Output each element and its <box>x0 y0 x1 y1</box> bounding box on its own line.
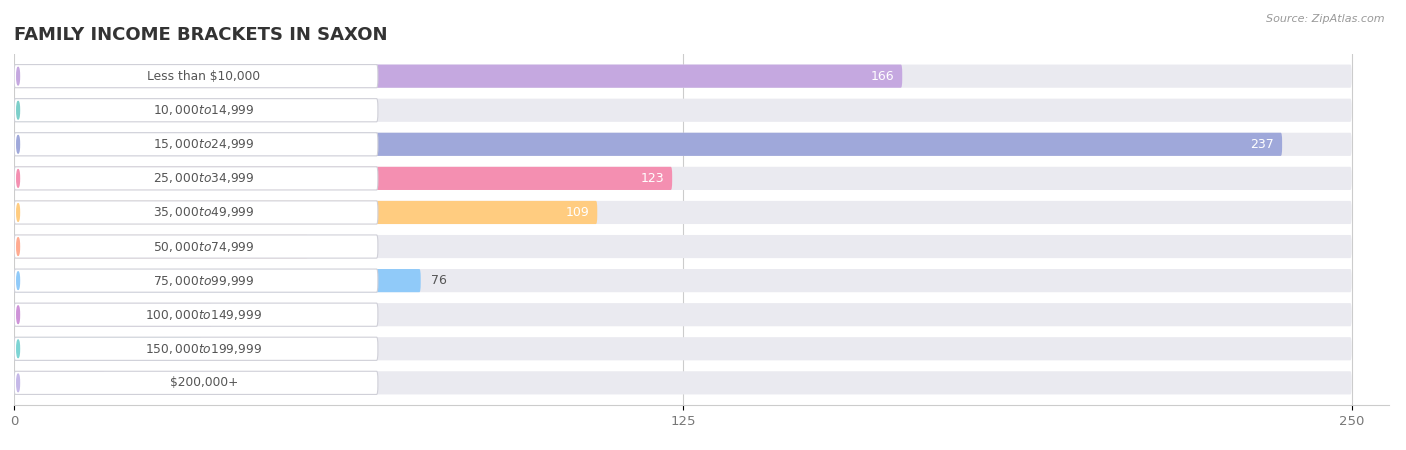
FancyBboxPatch shape <box>14 371 1351 395</box>
FancyBboxPatch shape <box>14 269 1351 292</box>
FancyBboxPatch shape <box>14 167 672 190</box>
Text: $200,000+: $200,000+ <box>170 376 238 389</box>
FancyBboxPatch shape <box>14 201 378 224</box>
Circle shape <box>17 306 20 324</box>
Circle shape <box>17 135 20 153</box>
Text: $15,000 to $24,999: $15,000 to $24,999 <box>153 137 254 151</box>
FancyBboxPatch shape <box>14 133 1351 156</box>
Text: $100,000 to $149,999: $100,000 to $149,999 <box>145 308 263 322</box>
Text: $10,000 to $14,999: $10,000 to $14,999 <box>153 103 254 117</box>
FancyBboxPatch shape <box>14 235 378 258</box>
Text: 76: 76 <box>432 274 447 287</box>
FancyBboxPatch shape <box>14 133 378 156</box>
FancyBboxPatch shape <box>14 303 1351 326</box>
FancyBboxPatch shape <box>14 99 73 122</box>
FancyBboxPatch shape <box>14 133 1282 156</box>
Text: $75,000 to $99,999: $75,000 to $99,999 <box>153 274 254 288</box>
Text: 35: 35 <box>212 342 228 355</box>
Text: 109: 109 <box>565 206 589 219</box>
Circle shape <box>17 68 20 85</box>
FancyBboxPatch shape <box>14 99 378 122</box>
FancyBboxPatch shape <box>14 371 105 395</box>
FancyBboxPatch shape <box>14 371 378 395</box>
Text: 11: 11 <box>83 104 100 117</box>
Circle shape <box>17 170 20 187</box>
Text: FAMILY INCOME BRACKETS IN SAXON: FAMILY INCOME BRACKETS IN SAXON <box>14 26 388 44</box>
FancyBboxPatch shape <box>14 269 420 292</box>
FancyBboxPatch shape <box>14 64 1351 88</box>
Circle shape <box>17 101 20 119</box>
Text: 166: 166 <box>870 70 894 83</box>
FancyBboxPatch shape <box>14 167 378 190</box>
Text: Less than $10,000: Less than $10,000 <box>148 70 260 83</box>
FancyBboxPatch shape <box>14 337 378 360</box>
FancyBboxPatch shape <box>14 201 598 224</box>
FancyBboxPatch shape <box>14 167 1351 190</box>
Circle shape <box>17 272 20 289</box>
FancyBboxPatch shape <box>14 303 378 326</box>
FancyBboxPatch shape <box>14 337 201 360</box>
Text: Source: ZipAtlas.com: Source: ZipAtlas.com <box>1267 14 1385 23</box>
Circle shape <box>17 374 20 392</box>
FancyBboxPatch shape <box>14 303 212 326</box>
FancyBboxPatch shape <box>14 99 1351 122</box>
Text: $150,000 to $199,999: $150,000 to $199,999 <box>145 342 263 356</box>
FancyBboxPatch shape <box>14 337 1351 360</box>
FancyBboxPatch shape <box>14 235 308 258</box>
FancyBboxPatch shape <box>14 235 1351 258</box>
Text: $35,000 to $49,999: $35,000 to $49,999 <box>153 206 254 220</box>
Text: 123: 123 <box>641 172 664 185</box>
Text: 55: 55 <box>319 240 335 253</box>
Text: 17: 17 <box>115 376 132 389</box>
Circle shape <box>17 340 20 358</box>
FancyBboxPatch shape <box>14 64 903 88</box>
Text: 37: 37 <box>222 308 239 321</box>
Circle shape <box>17 204 20 221</box>
Text: $50,000 to $74,999: $50,000 to $74,999 <box>153 239 254 253</box>
FancyBboxPatch shape <box>14 201 1351 224</box>
Circle shape <box>17 238 20 255</box>
Text: 237: 237 <box>1250 138 1274 151</box>
Text: $25,000 to $34,999: $25,000 to $34,999 <box>153 171 254 185</box>
FancyBboxPatch shape <box>14 269 378 292</box>
FancyBboxPatch shape <box>14 64 378 88</box>
